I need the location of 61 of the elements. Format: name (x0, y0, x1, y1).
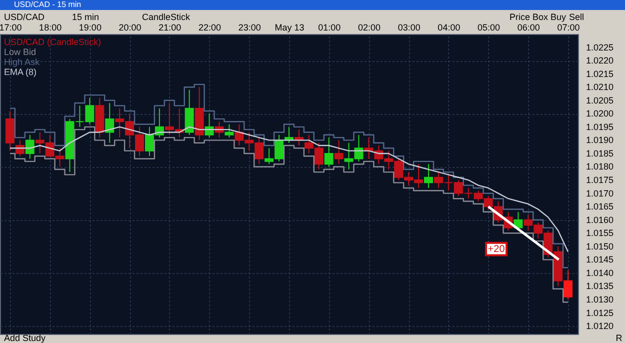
x-tick-label: 04:00 (438, 22, 460, 32)
x-tick-label: 06:00 (517, 22, 540, 32)
x-tick-label: 07:00 (557, 22, 580, 32)
text: EMA (8) (4, 67, 37, 77)
x-tick-label: 18:00 (39, 22, 62, 32)
y-tick-label: 1.0165 (586, 202, 614, 212)
y-tick-label: 1.0210 (586, 82, 614, 92)
x-tick-label: May 13 (274, 22, 304, 32)
x-tick-label: 05:00 (478, 22, 500, 32)
y-tick-label: 1.0225 (586, 42, 614, 52)
x-tick-label: 22:00 (198, 22, 222, 32)
text: Price Box (509, 12, 548, 22)
y-tick-label: 1.0140 (586, 268, 614, 278)
y-tick-label: 1.0220 (586, 56, 614, 66)
y-tick-label: 1.0190 (586, 135, 614, 146)
y-tick-label: 1.0200 (586, 108, 614, 119)
text: CandleStick (142, 12, 191, 22)
y-tick-label: 1.0185 (586, 148, 614, 158)
text: Sell (568, 12, 584, 22)
x-tick-label: 03:00 (398, 22, 420, 32)
x-tick-label: 01:00 (318, 22, 341, 32)
x-tick-label: 17:00 (0, 22, 22, 32)
x-tick-label: 20:00 (118, 22, 142, 32)
text: 15 min (72, 12, 100, 22)
y-tick-label: 1.0155 (586, 228, 614, 238)
y-tick-label: 1.0125 (586, 308, 614, 318)
candlestick (424, 164, 434, 188)
text: Low Bid (4, 47, 36, 57)
candlestick (224, 124, 234, 138)
candlestick (25, 134, 34, 160)
y-tick-label: 1.0175 (586, 175, 614, 186)
y-tick-label: 1.0170 (586, 188, 614, 198)
annotation: Add Study (4, 333, 46, 343)
text: USD/CAD (CandleStick) (4, 37, 102, 47)
y-tick-label: 1.0215 (586, 68, 614, 79)
x-tick-label: 23:00 (238, 22, 261, 32)
candlestick (105, 102, 114, 144)
y-tick-label: 1.0180 (586, 162, 614, 172)
candlestick (204, 113, 214, 138)
y-tick-label: 1.0150 (586, 241, 614, 252)
candlestick (324, 137, 334, 168)
candlestick (564, 270, 573, 300)
y-tick-label: 1.0135 (586, 281, 614, 292)
x-tick-label: 02:00 (358, 22, 380, 32)
candlestick (334, 140, 344, 165)
candlestick (5, 110, 14, 152)
y-tick-label: 1.0120 (586, 321, 614, 332)
text: USD/CAD (4, 12, 46, 22)
annotation: +20 (488, 244, 506, 256)
y-tick-label: 1.0160 (586, 214, 614, 225)
text: R (616, 333, 623, 343)
x-tick-label: 21:00 (158, 22, 182, 32)
text: High Ask (4, 57, 40, 67)
y-tick-label: 1.0195 (586, 122, 614, 132)
x-tick-label: 19:00 (78, 22, 102, 32)
y-tick-label: 1.0130 (586, 294, 614, 304)
y-tick-label: 1.0145 (586, 254, 614, 265)
chart-title: USD/CAD - 15 min (14, 0, 82, 9)
candlestick (184, 89, 194, 136)
y-tick-label: 1.0205 (586, 95, 614, 106)
text: Buy (550, 12, 566, 22)
